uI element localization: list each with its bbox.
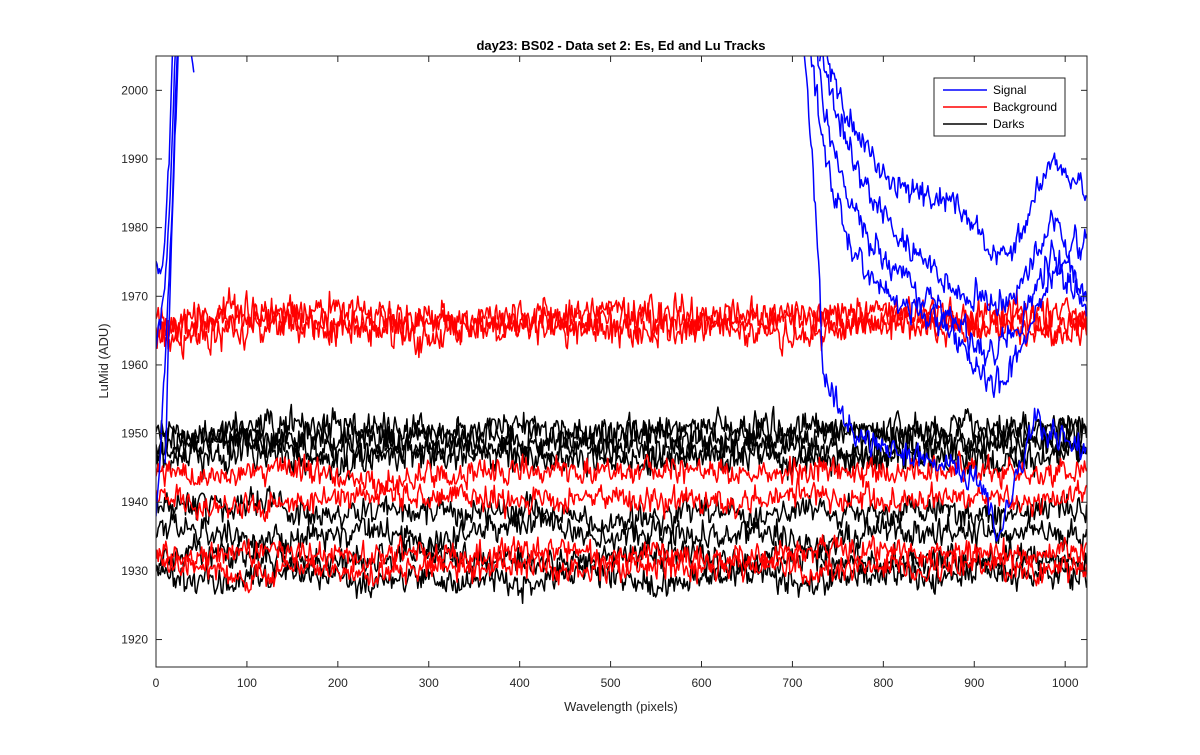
y-axis-label: LuMid (ADU) [96,323,111,398]
x-tick-label: 600 [691,676,711,690]
plot-frame [155,55,1088,668]
x-tick-label: 300 [419,676,439,690]
series-line-signal [156,56,174,275]
x-tick-label: 400 [510,676,530,690]
y-tick-label: 1960 [121,358,148,372]
y-tick-label: 1980 [121,221,148,235]
legend-label-signal: Signal [993,83,1026,97]
y-axis: 1920 1930 1940 1950 1960 1970 1980 1990 2000 [121,83,1087,647]
series-line-background [156,287,1087,343]
series-line-signal [156,56,176,349]
x-tick-label: 200 [328,676,348,690]
y-tick-label: 1920 [121,633,148,647]
series-line-signal [164,56,179,464]
x-tick-label: 900 [964,676,984,690]
series-line-signal [816,56,1087,367]
x-tick-label: 100 [237,676,257,690]
series-line-background [156,547,1087,594]
series-line-background [156,477,1087,523]
x-tick-label: 800 [873,676,893,690]
series-line-darks [156,423,1087,474]
series-line-signal [810,56,1087,399]
x-axis: 0 100 200 300 400 500 600 700 800 900 1000 [153,56,1079,690]
y-tick-label: 1930 [121,564,148,578]
chart-title: day23: BS02 - Data set 2: Es, Ed and Lu … [476,38,765,53]
series-line-darks [156,504,1087,560]
legend: Signal Background Darks [933,77,1066,137]
series-layer [156,56,1087,605]
series-line-background [156,450,1087,497]
legend-label-darks: Darks [993,117,1024,131]
series-line-signal [803,56,1087,542]
series-line-signal [818,56,1087,317]
x-tick-label: 1000 [1052,676,1079,690]
y-tick-label: 1940 [121,495,148,509]
series-line-darks [156,485,1087,539]
series-line-darks [156,413,1087,461]
x-axis-label: Wavelength (pixels) [564,699,678,714]
series-line-signal [190,56,195,73]
x-tick-label: 500 [601,676,621,690]
series-line-background [156,534,1087,574]
x-tick-label: 0 [153,676,160,690]
y-tick-label: 1950 [121,427,148,441]
legend-label-background: Background [993,100,1057,114]
x-tick-label: 700 [782,676,802,690]
series-line-signal [826,56,1087,266]
y-tick-label: 2000 [121,83,148,97]
series-line-darks [156,403,1087,457]
y-tick-label: 1990 [121,152,148,166]
y-tick-label: 1970 [121,289,148,303]
